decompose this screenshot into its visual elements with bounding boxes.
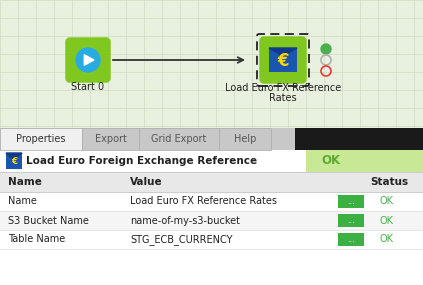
Text: Load Euro FX Reference Rates: Load Euro FX Reference Rates (130, 196, 277, 207)
Text: Help: Help (234, 134, 256, 144)
Bar (82, 128, 139, 150)
Bar (0, 128, 82, 150)
Text: €: € (277, 52, 289, 70)
Bar (0, 128, 423, 150)
Bar (6, 153, 22, 169)
Bar (338, 233, 364, 246)
Bar (0, 132, 423, 285)
Text: Export: Export (95, 134, 126, 144)
Text: Name: Name (8, 196, 37, 207)
Bar (0, 0, 423, 128)
Bar (0, 211, 423, 230)
Bar (139, 128, 219, 150)
Text: Properties: Properties (16, 134, 66, 144)
Text: OK: OK (380, 196, 394, 207)
Text: ...: ... (347, 235, 355, 244)
Text: Name: Name (8, 177, 42, 187)
Bar (0, 192, 423, 211)
Bar (306, 150, 423, 172)
Bar (338, 195, 364, 208)
Text: Value: Value (130, 177, 162, 187)
Text: OK: OK (380, 235, 394, 245)
Text: ...: ... (347, 197, 355, 206)
Bar (0, 230, 423, 249)
Text: ...: ... (347, 216, 355, 225)
Polygon shape (84, 55, 94, 65)
Text: S3 Bucket Name: S3 Bucket Name (8, 215, 89, 225)
Text: Load Euro FX Reference: Load Euro FX Reference (225, 83, 341, 93)
Circle shape (76, 48, 100, 72)
FancyBboxPatch shape (67, 39, 109, 81)
Text: Grid Export: Grid Export (151, 134, 207, 144)
Text: OK: OK (380, 215, 394, 225)
FancyBboxPatch shape (261, 38, 305, 82)
Text: Table Name: Table Name (8, 235, 65, 245)
Text: OK: OK (321, 154, 340, 168)
Bar (0, 172, 423, 192)
Bar (338, 214, 364, 227)
Polygon shape (6, 153, 22, 160)
Bar (295, 128, 423, 150)
Text: Rates: Rates (269, 93, 297, 103)
Text: Load Euro Foreign Exchange Reference: Load Euro Foreign Exchange Reference (26, 156, 257, 166)
Text: name-of-my-s3-bucket: name-of-my-s3-bucket (130, 215, 240, 225)
Bar (0, 128, 423, 132)
Bar (0, 150, 423, 172)
Bar (269, 48, 297, 72)
Polygon shape (269, 48, 297, 56)
Text: STG_ECB_CURRENCY: STG_ECB_CURRENCY (130, 234, 233, 245)
Bar (219, 128, 271, 150)
Text: €: € (11, 158, 17, 166)
Text: Status: Status (370, 177, 408, 187)
Text: Start 0: Start 0 (71, 82, 104, 92)
Circle shape (321, 44, 331, 54)
